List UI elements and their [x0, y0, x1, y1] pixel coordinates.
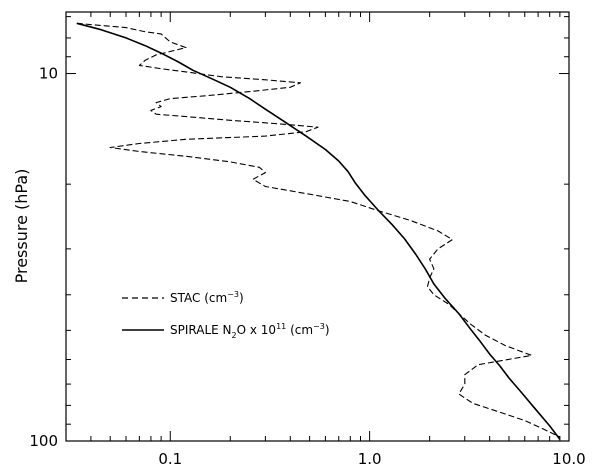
legend-label-spirale-unit: (cm — [286, 323, 313, 337]
legend-label-stac: STAC (cm−3) — [170, 290, 244, 305]
legend-label-stac-sup: −3 — [227, 290, 239, 299]
series-layer — [76, 22, 561, 440]
legend-label-spirale: SPIRALE N2O x 1011 (cm−3) — [170, 322, 330, 340]
x-tick-label: 10.0 — [552, 450, 585, 468]
legend-label-spirale-main: SPIRALE N — [170, 323, 232, 337]
y-tick-label: 10 — [39, 65, 58, 83]
series-line-spirale — [76, 22, 561, 440]
y-axis-label: Pressure (hPa) — [12, 169, 31, 284]
legend-label-spirale-mid: O x 10 — [237, 323, 276, 337]
legend-label-spirale-sup1: 11 — [276, 322, 286, 331]
legend-label-spirale-end: ) — [325, 323, 330, 337]
legend-label-spirale-sub: 2 — [232, 331, 237, 340]
legend-label-spirale-sup2: −3 — [313, 322, 325, 331]
y-tick-label: 100 — [29, 432, 58, 450]
legend-label-stac-main: STAC (cm — [170, 291, 227, 305]
legend: STAC (cm−3) SPIRALE N2O x 1011 (cm−3) — [122, 290, 330, 340]
x-tick-label: 1.0 — [358, 450, 382, 468]
plot-frame — [65, 11, 570, 442]
axis-ticks: 0.1 1.0 10.0 10 100 — [29, 12, 586, 468]
series-line-stac — [76, 22, 561, 438]
x-tick-label: 0.1 — [158, 450, 182, 468]
legend-label-stac-end: ) — [239, 291, 244, 305]
